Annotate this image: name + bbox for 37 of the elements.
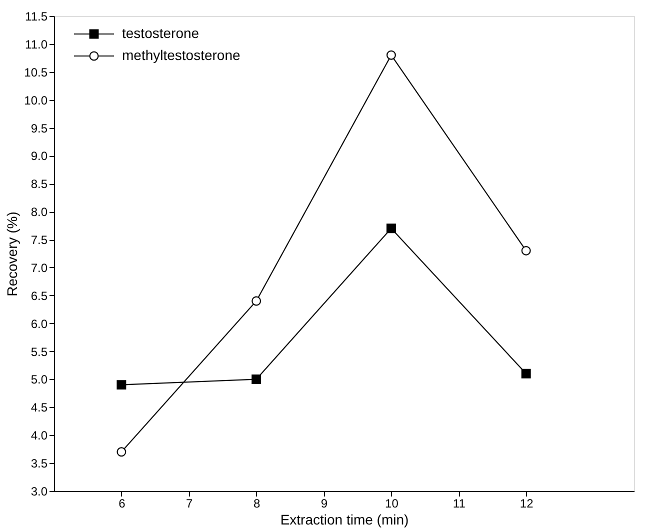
y-tick-label: 9.5 (30, 121, 48, 136)
point (521, 246, 531, 256)
y-tick-label: 3.5 (30, 456, 48, 471)
y-tick-label: 7.0 (30, 260, 48, 275)
x-tick-label: 11 (452, 496, 466, 510)
y-tick-label: 6.5 (30, 288, 48, 303)
y-tick-label: 6.0 (30, 316, 48, 331)
y-tick-label: 11.5 (25, 10, 48, 24)
legend-label: methyltestosterone (122, 47, 240, 63)
point (252, 296, 262, 306)
y-tick-label: 7.5 (30, 233, 48, 248)
point (521, 368, 531, 378)
y-tick-label: 10.5 (24, 65, 48, 80)
y-tick-label: 8.0 (30, 205, 48, 220)
x-axis-title: Extraction time (min) (280, 512, 409, 528)
x-tick-label: 10 (385, 496, 399, 510)
y-axis-title: Recovery (%) (4, 212, 20, 296)
y-tick-label: 8.5 (30, 177, 48, 192)
y-tick-label: 10.0 (24, 93, 48, 108)
x-tick-label: 8 (253, 496, 260, 510)
point (116, 380, 126, 390)
y-tick-label: 5.0 (30, 372, 48, 387)
x-tick-label: 7 (186, 496, 194, 510)
y-tick-label: 9.0 (30, 149, 48, 164)
y-tick-label: 11.0 (25, 37, 48, 52)
x-tick-label: 12 (520, 496, 534, 510)
y-tick-label: 4.0 (30, 428, 48, 443)
point (252, 374, 262, 384)
legend-label: testosterone (122, 25, 200, 41)
point (116, 447, 126, 457)
x-tick-label: 6 (118, 496, 126, 510)
point (386, 50, 396, 60)
y-tick-label: 3.0 (30, 484, 48, 498)
y-tick-label: 5.5 (30, 344, 48, 359)
y-tick-label: 4.5 (30, 400, 48, 415)
x-tick-label: 9 (320, 496, 328, 510)
point (386, 224, 396, 234)
